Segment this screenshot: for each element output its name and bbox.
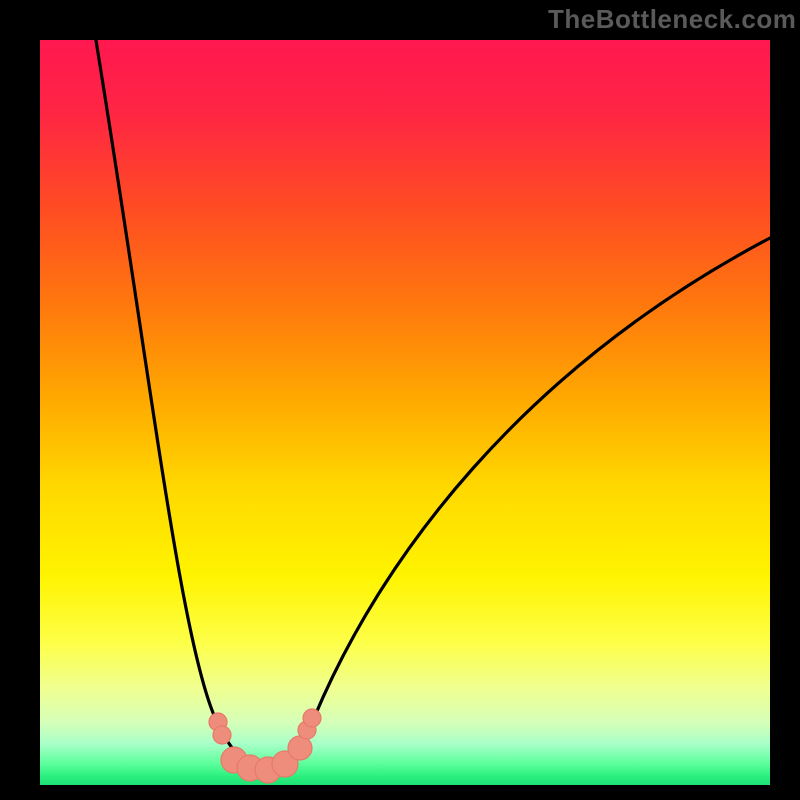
watermark-text: TheBottleneck.com xyxy=(548,4,796,35)
plot-background xyxy=(40,40,770,785)
valley-marker xyxy=(213,726,231,744)
valley-marker xyxy=(303,709,321,727)
bottleneck-chart xyxy=(0,0,800,800)
valley-marker xyxy=(288,736,312,760)
